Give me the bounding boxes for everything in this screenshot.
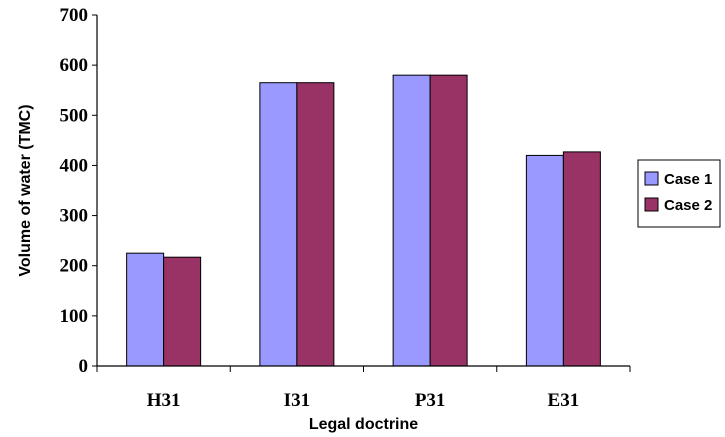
y-axis-title: Volume of water (TMC) <box>17 104 34 276</box>
bar-e31-case-1 <box>525 154 564 367</box>
y-tick-label: 500 <box>60 105 89 126</box>
y-tick-label: 700 <box>60 5 89 26</box>
legend: Case 1 Case 2 <box>637 159 721 228</box>
bar-h31-case-2 <box>163 256 202 367</box>
legend-swatch <box>644 197 659 212</box>
legend-label: Case 2 <box>664 197 712 214</box>
bars-group <box>126 74 601 367</box>
bar-i31-case-2 <box>296 82 335 367</box>
bar-h31-case-1 <box>126 252 165 367</box>
bar-i31-case-1 <box>259 82 298 367</box>
x-axis-ticks: H31 I31 P31 E31 <box>96 366 631 411</box>
legend-swatch <box>644 171 659 186</box>
x-tick-label: H31 <box>147 390 181 411</box>
x-axis-title: Legal doctrine <box>309 416 418 433</box>
y-tick-label: 200 <box>60 256 89 277</box>
y-tick-label: 400 <box>60 155 89 176</box>
y-tick-label: 600 <box>60 55 89 76</box>
x-tick-label: I31 <box>284 390 310 411</box>
y-tick-label: 100 <box>60 306 89 327</box>
bar-p31-case-2 <box>429 74 468 367</box>
bar-p31-case-1 <box>392 74 431 367</box>
legend-box <box>637 159 721 228</box>
x-tick-label: E31 <box>548 390 580 411</box>
x-tick-label: P31 <box>415 390 446 411</box>
legend-label: Case 1 <box>664 171 712 188</box>
bar-e31-case-2 <box>562 151 601 367</box>
y-tick-label: 0 <box>79 356 89 377</box>
y-axis-ticks: 0 100 200 300 400 500 600 700 <box>60 5 97 377</box>
y-tick-label: 300 <box>60 206 89 227</box>
